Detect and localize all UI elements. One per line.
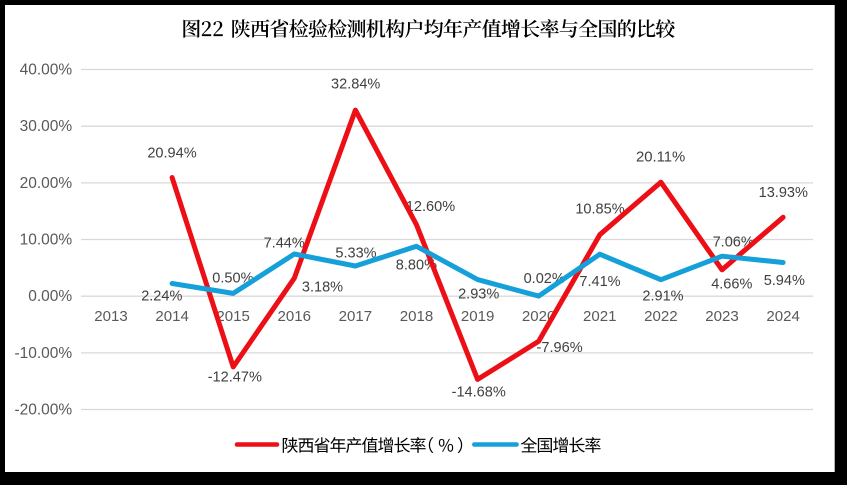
svg-text:7.44%: 7.44%	[264, 234, 305, 251]
svg-text:2.24%: 2.24%	[141, 287, 182, 304]
svg-text:20.00%: 20.00%	[20, 175, 73, 192]
svg-text:-10.00%: -10.00%	[14, 345, 72, 362]
svg-text:-14.68%: -14.68%	[452, 384, 506, 401]
svg-text:2.91%: 2.91%	[642, 287, 683, 304]
svg-text:2019: 2019	[461, 309, 495, 325]
svg-text:20.94%: 20.94%	[147, 145, 196, 162]
svg-text:7.41%: 7.41%	[579, 273, 620, 290]
svg-text:7.06%: 7.06%	[713, 234, 754, 251]
svg-text:8.80%: 8.80%	[396, 256, 437, 273]
svg-text:2015: 2015	[216, 309, 250, 325]
svg-text:3.18%: 3.18%	[302, 279, 343, 296]
svg-text:0.50%: 0.50%	[212, 270, 253, 287]
svg-text:10.85%: 10.85%	[575, 200, 624, 217]
svg-text:0.00%: 0.00%	[28, 288, 72, 305]
svg-text:-20.00%: -20.00%	[14, 402, 72, 419]
svg-text:2021: 2021	[583, 309, 617, 325]
svg-text:-12.47%: -12.47%	[208, 369, 262, 386]
svg-text:2014: 2014	[155, 309, 189, 325]
svg-text:10.00%: 10.00%	[20, 232, 73, 249]
svg-text:2017: 2017	[339, 309, 373, 325]
svg-text:2013: 2013	[94, 309, 128, 325]
svg-text:32.84%: 32.84%	[331, 75, 380, 92]
svg-text:2022: 2022	[644, 309, 678, 325]
svg-text:2018: 2018	[400, 309, 434, 325]
svg-text:20.11%: 20.11%	[636, 148, 685, 165]
svg-text:2.93%: 2.93%	[458, 285, 499, 302]
svg-text:13.93%: 13.93%	[759, 184, 808, 201]
svg-text:2016: 2016	[278, 309, 312, 325]
svg-text:4.66%: 4.66%	[711, 275, 752, 292]
svg-text:2020: 2020	[522, 309, 556, 325]
svg-text:2023: 2023	[705, 309, 739, 325]
svg-text:5.94%: 5.94%	[764, 272, 805, 289]
svg-text:40.00%: 40.00%	[20, 62, 73, 79]
svg-text:2024: 2024	[766, 309, 800, 325]
svg-text:30.00%: 30.00%	[20, 118, 73, 135]
svg-text:12.60%: 12.60%	[406, 198, 455, 215]
svg-text:-7.96%: -7.96%	[537, 339, 583, 356]
svg-text:5.33%: 5.33%	[335, 244, 376, 261]
